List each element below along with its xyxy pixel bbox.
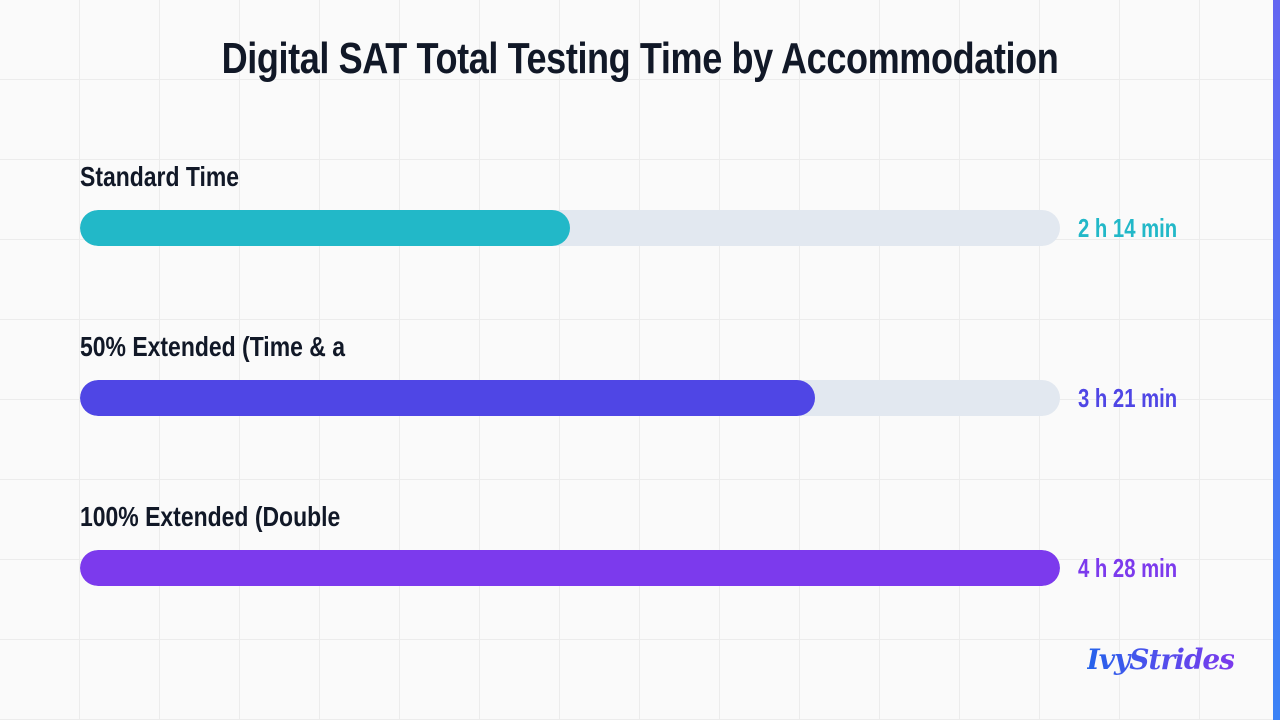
bar-row: 50% Extended (Time & a 3 h 21 min <box>80 330 1200 422</box>
bar-category-label: 100% Extended (Double <box>80 501 341 532</box>
bar-fill <box>80 380 815 416</box>
chart-title: Digital SAT Total Testing Time by Accomm… <box>221 34 1059 83</box>
bar-value-label: 3 h 21 min <box>1078 383 1178 413</box>
bar-category-label: 50% Extended (Time & a <box>80 331 345 362</box>
bar-value-label: 2 h 14 min <box>1078 213 1178 243</box>
bar-track <box>80 550 1060 586</box>
bar-track <box>80 380 1060 416</box>
bar-row: 100% Extended (Double 4 h 28 min <box>80 500 1200 592</box>
bar-category-label: Standard Time <box>80 161 240 192</box>
bar-track <box>80 210 1060 246</box>
bar-fill <box>80 550 1060 586</box>
bar-fill <box>80 210 570 246</box>
bar-value-label: 4 h 28 min <box>1078 553 1178 583</box>
brand-logo: IvyStrides <box>1086 643 1235 676</box>
edge-accent-bar <box>1273 0 1280 720</box>
bar-row: Standard Time 2 h 14 min <box>80 160 1200 252</box>
